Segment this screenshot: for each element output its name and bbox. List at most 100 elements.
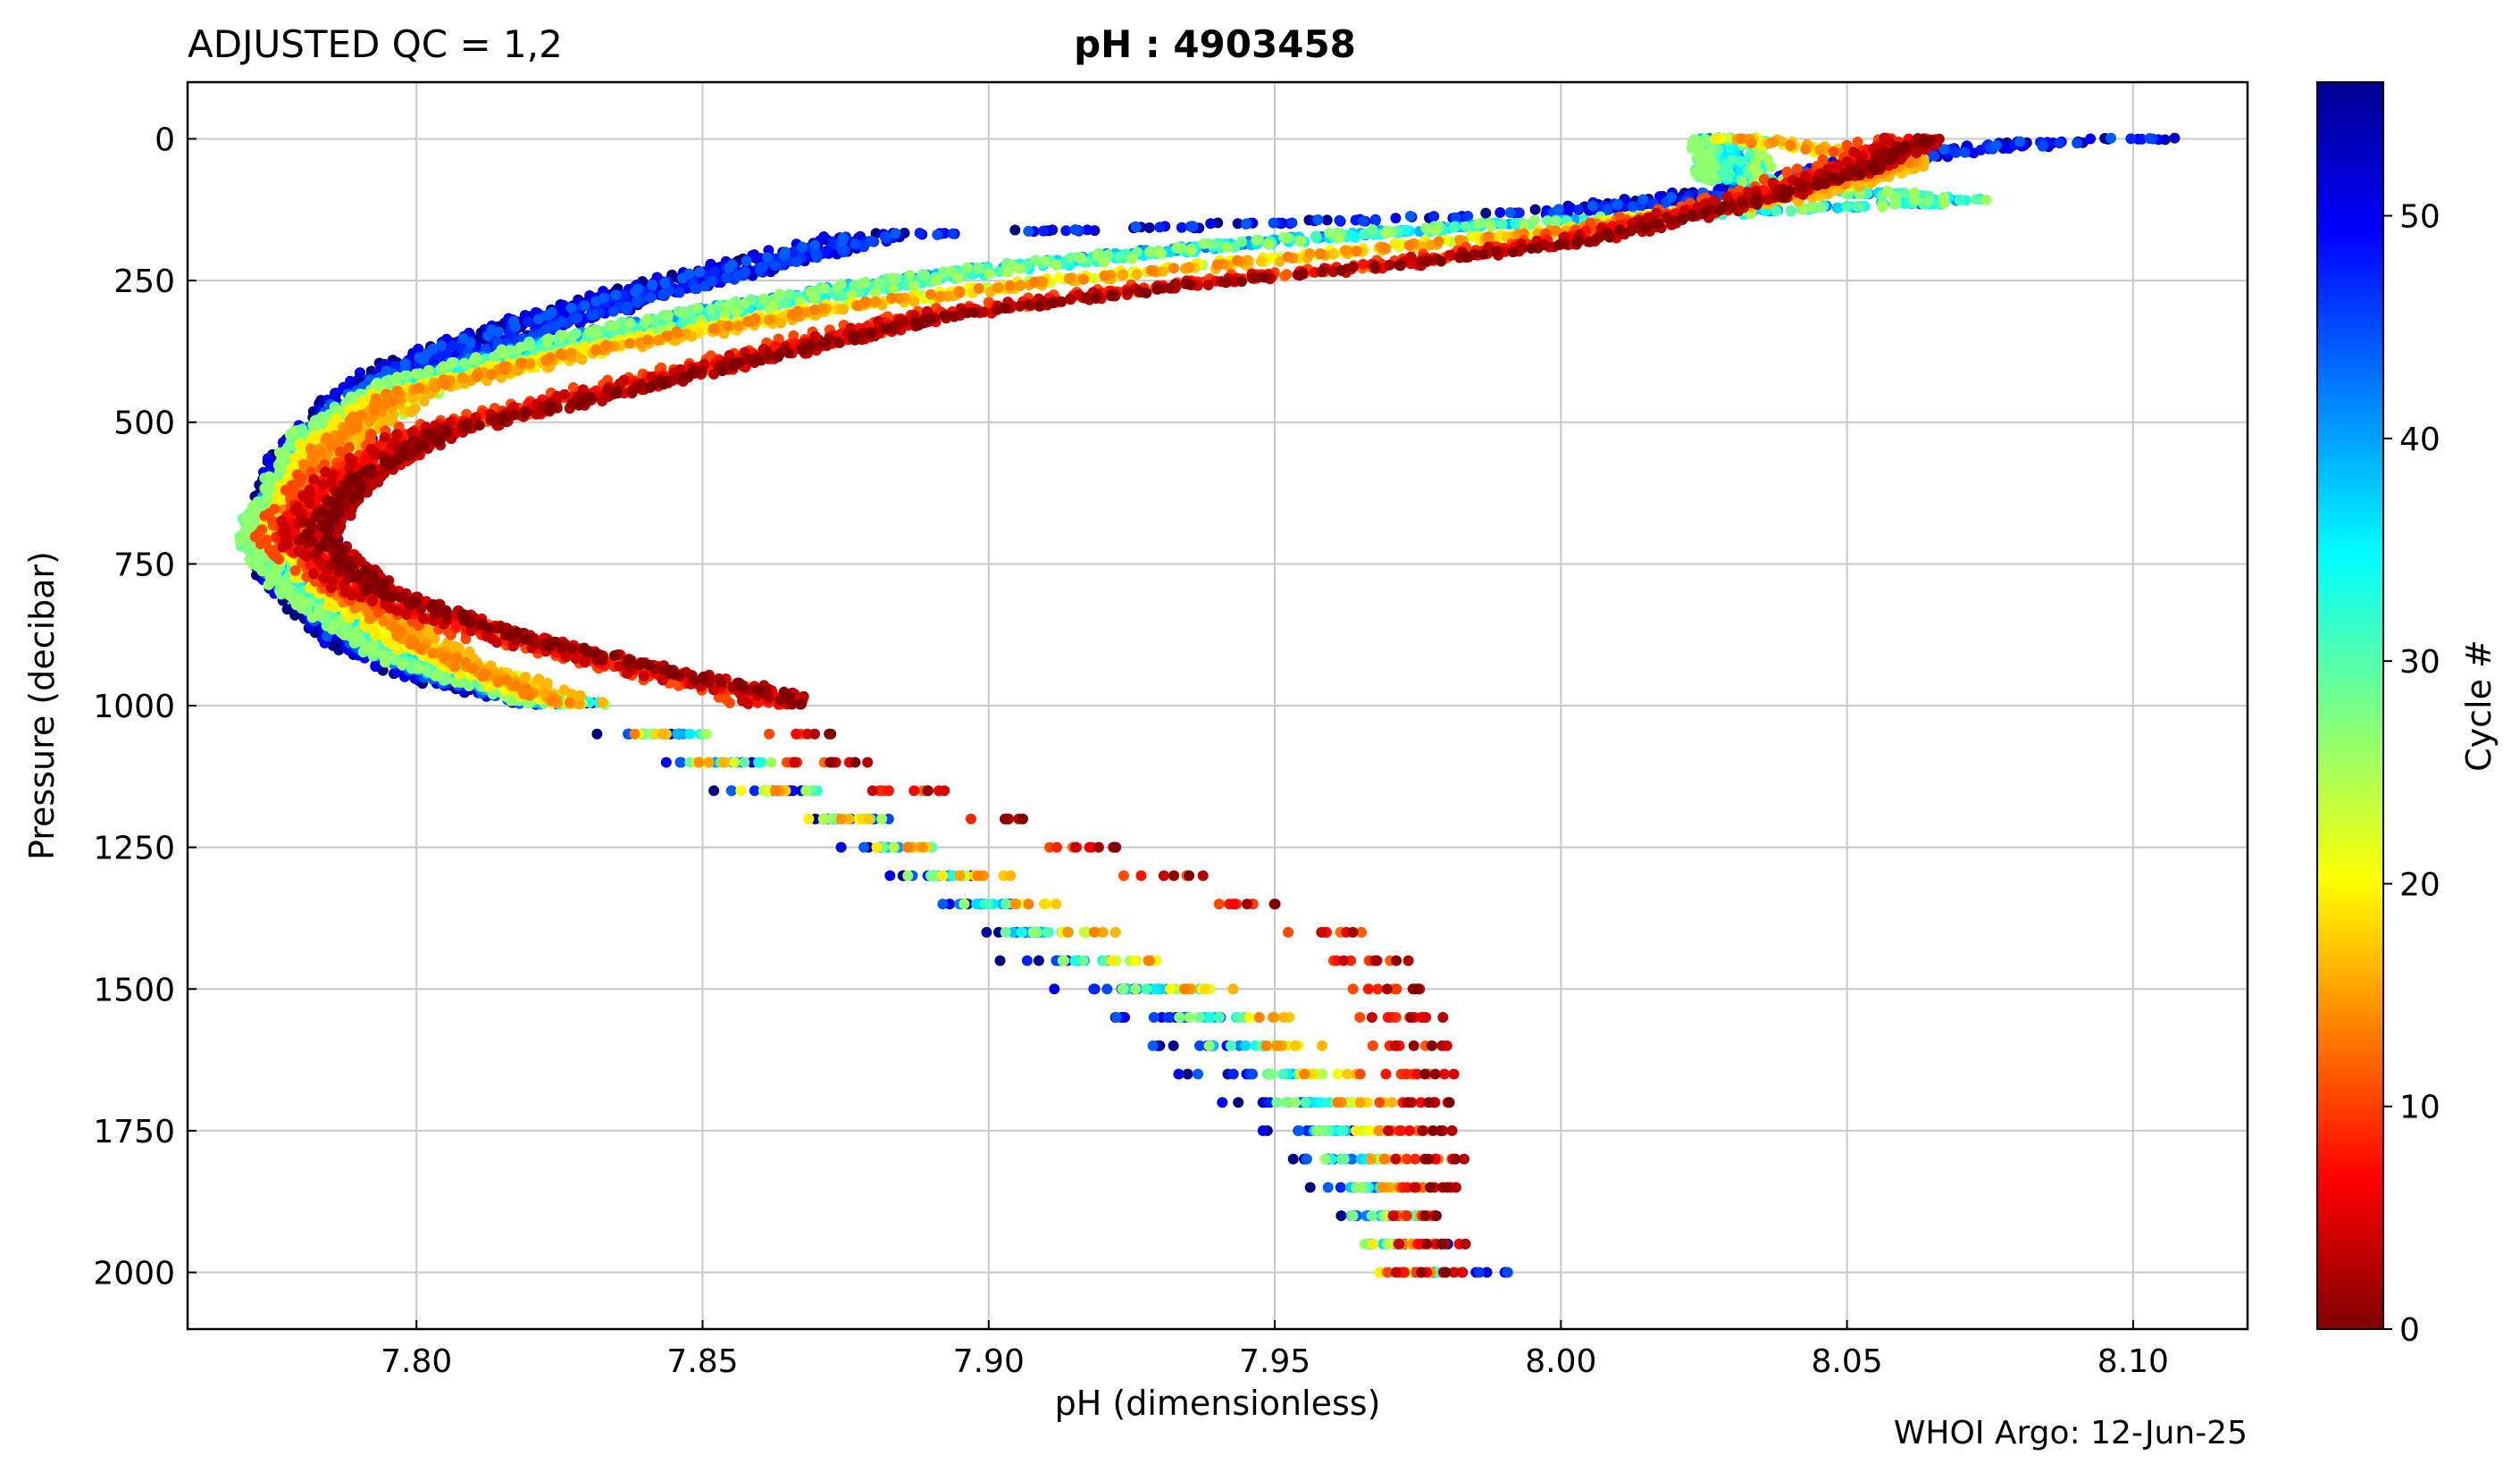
data-point <box>1612 198 1623 210</box>
data-point <box>884 870 896 882</box>
data-point <box>1321 214 1333 226</box>
data-point <box>1016 926 1027 938</box>
data-point <box>1227 1068 1239 1080</box>
data-point <box>2072 138 2083 149</box>
data-point <box>1637 194 1649 205</box>
data-point <box>1971 194 1982 205</box>
data-point <box>2014 136 2026 147</box>
data-point <box>1176 222 1187 233</box>
data-point <box>1193 1068 1203 1080</box>
data-point <box>1841 200 1853 212</box>
data-point <box>1286 217 1298 229</box>
data-point <box>739 757 750 768</box>
data-point <box>660 757 672 768</box>
data-point <box>684 728 696 740</box>
data-point <box>1721 171 1733 183</box>
data-point <box>1111 1012 1123 1023</box>
data-point <box>2054 138 2065 149</box>
data-point <box>1277 1068 1289 1080</box>
data-point <box>1148 1012 1160 1023</box>
data-point <box>1069 224 1081 236</box>
data-point <box>1233 1097 1244 1108</box>
data-point <box>694 266 706 278</box>
data-point <box>533 314 544 325</box>
data-point <box>1666 191 1677 203</box>
data-point <box>1168 1040 1179 1051</box>
data-point <box>756 757 767 768</box>
data-point <box>1130 222 1142 233</box>
data-point <box>947 228 959 239</box>
data-point <box>811 252 823 263</box>
data-point <box>509 321 521 332</box>
data-point <box>659 277 671 289</box>
data-point <box>2144 133 2156 144</box>
data-point <box>289 609 301 621</box>
data-point <box>1312 214 1324 225</box>
data-point <box>778 250 790 261</box>
data-point <box>1529 204 1541 215</box>
data-point <box>572 313 582 324</box>
data-point <box>2125 133 2137 145</box>
data-point <box>1335 1182 1346 1193</box>
data-point <box>1474 1267 1486 1278</box>
data-point <box>1037 225 1049 237</box>
data-point <box>1173 1068 1185 1080</box>
data-point <box>791 256 802 268</box>
data-point <box>1334 214 1345 226</box>
data-point <box>1101 983 1113 995</box>
data-point <box>1785 205 1796 216</box>
data-point <box>994 955 1006 966</box>
data-point <box>1553 204 1564 215</box>
data-point <box>850 238 861 250</box>
data-point <box>1502 1267 1513 1278</box>
data-point <box>418 354 430 365</box>
data-point <box>724 263 735 274</box>
data-point <box>1187 221 1199 232</box>
data-point <box>1060 225 1072 237</box>
data-point <box>588 309 599 321</box>
data-point <box>632 296 643 307</box>
data-point <box>1287 1153 1299 1165</box>
data-point <box>1154 222 1166 233</box>
data-point <box>607 305 619 317</box>
data-point <box>1241 218 1252 230</box>
data-point <box>1852 201 1863 213</box>
data-point <box>1204 1012 1216 1023</box>
data-point <box>1494 207 1506 218</box>
data-point <box>1023 225 1034 237</box>
data-point <box>1240 1040 1252 1051</box>
data-point <box>1404 211 1416 222</box>
data-point <box>590 296 602 307</box>
data-point <box>647 280 658 290</box>
data-point <box>1205 218 1217 230</box>
data-point <box>1928 150 1939 162</box>
data-point <box>1481 1267 1493 1278</box>
data-point <box>355 367 365 379</box>
data-point <box>281 604 293 615</box>
data-point <box>1627 201 1638 213</box>
data-point <box>465 338 476 349</box>
data-point <box>690 283 701 295</box>
data-point <box>1182 1068 1193 1080</box>
data-point <box>493 326 504 338</box>
data-point <box>769 260 781 272</box>
data-point <box>981 926 992 938</box>
data-point <box>1293 1125 1305 1136</box>
scatter-points <box>234 132 2181 1278</box>
data-point <box>1954 194 1965 205</box>
data-point <box>1310 231 1321 242</box>
data-point <box>565 302 577 314</box>
data-point <box>1033 955 1044 966</box>
data-point <box>1021 955 1033 966</box>
data-point <box>757 262 768 273</box>
data-point <box>1247 1068 1259 1080</box>
data-point <box>677 272 689 284</box>
data-point <box>1236 236 1247 247</box>
data-point <box>579 300 590 312</box>
data-point <box>1049 983 1060 995</box>
data-point <box>866 235 877 247</box>
data-point <box>1147 1040 1159 1051</box>
data-point <box>1213 1012 1225 1023</box>
data-point <box>809 239 821 251</box>
